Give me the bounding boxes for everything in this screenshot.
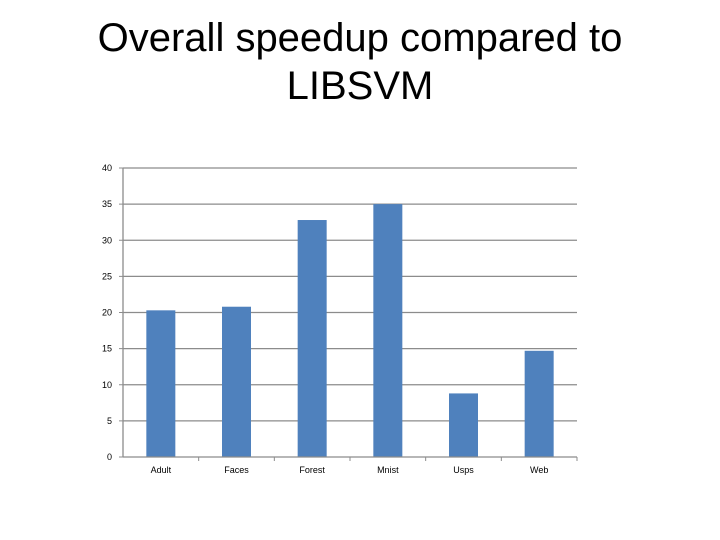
y-tick-label: 10: [102, 380, 112, 390]
y-tick-labels: 0 5 10 15 20 25 30 35 40: [102, 163, 112, 462]
bar-web: [524, 350, 554, 457]
x-tick-label: Web: [530, 465, 548, 475]
slide-title: Overall speedup compared to LIBSVM: [60, 14, 660, 110]
y-tick-label: 15: [102, 344, 112, 354]
x-tick-label: Mnist: [377, 465, 399, 475]
y-tick-label: 40: [102, 163, 112, 173]
axes: [119, 167, 578, 461]
y-tick-label: 25: [102, 271, 112, 281]
title-line-1: Overall speedup compared to: [97, 16, 623, 60]
y-tick-label: 0: [107, 452, 112, 462]
gridlines: [123, 167, 577, 422]
x-tick-label: Faces: [224, 465, 249, 475]
y-tick-label: 5: [107, 416, 112, 426]
x-tick-label: Usps: [453, 465, 474, 475]
bar-faces: [222, 306, 251, 457]
bar-adult: [146, 310, 176, 457]
y-tick-label: 30: [102, 235, 112, 245]
bar-mnist: [373, 204, 403, 457]
bar-forest: [297, 220, 327, 457]
bars: [146, 204, 554, 457]
x-tick-label: Forest: [299, 465, 325, 475]
x-tick-label: Adult: [151, 465, 172, 475]
x-tick-labels: Adult Faces Forest Mnist Usps Web: [151, 465, 549, 475]
y-tick-label: 35: [102, 199, 112, 209]
y-tick-label: 20: [102, 308, 112, 318]
title-line-2: LIBSVM: [286, 64, 434, 108]
bar-usps: [449, 393, 478, 457]
